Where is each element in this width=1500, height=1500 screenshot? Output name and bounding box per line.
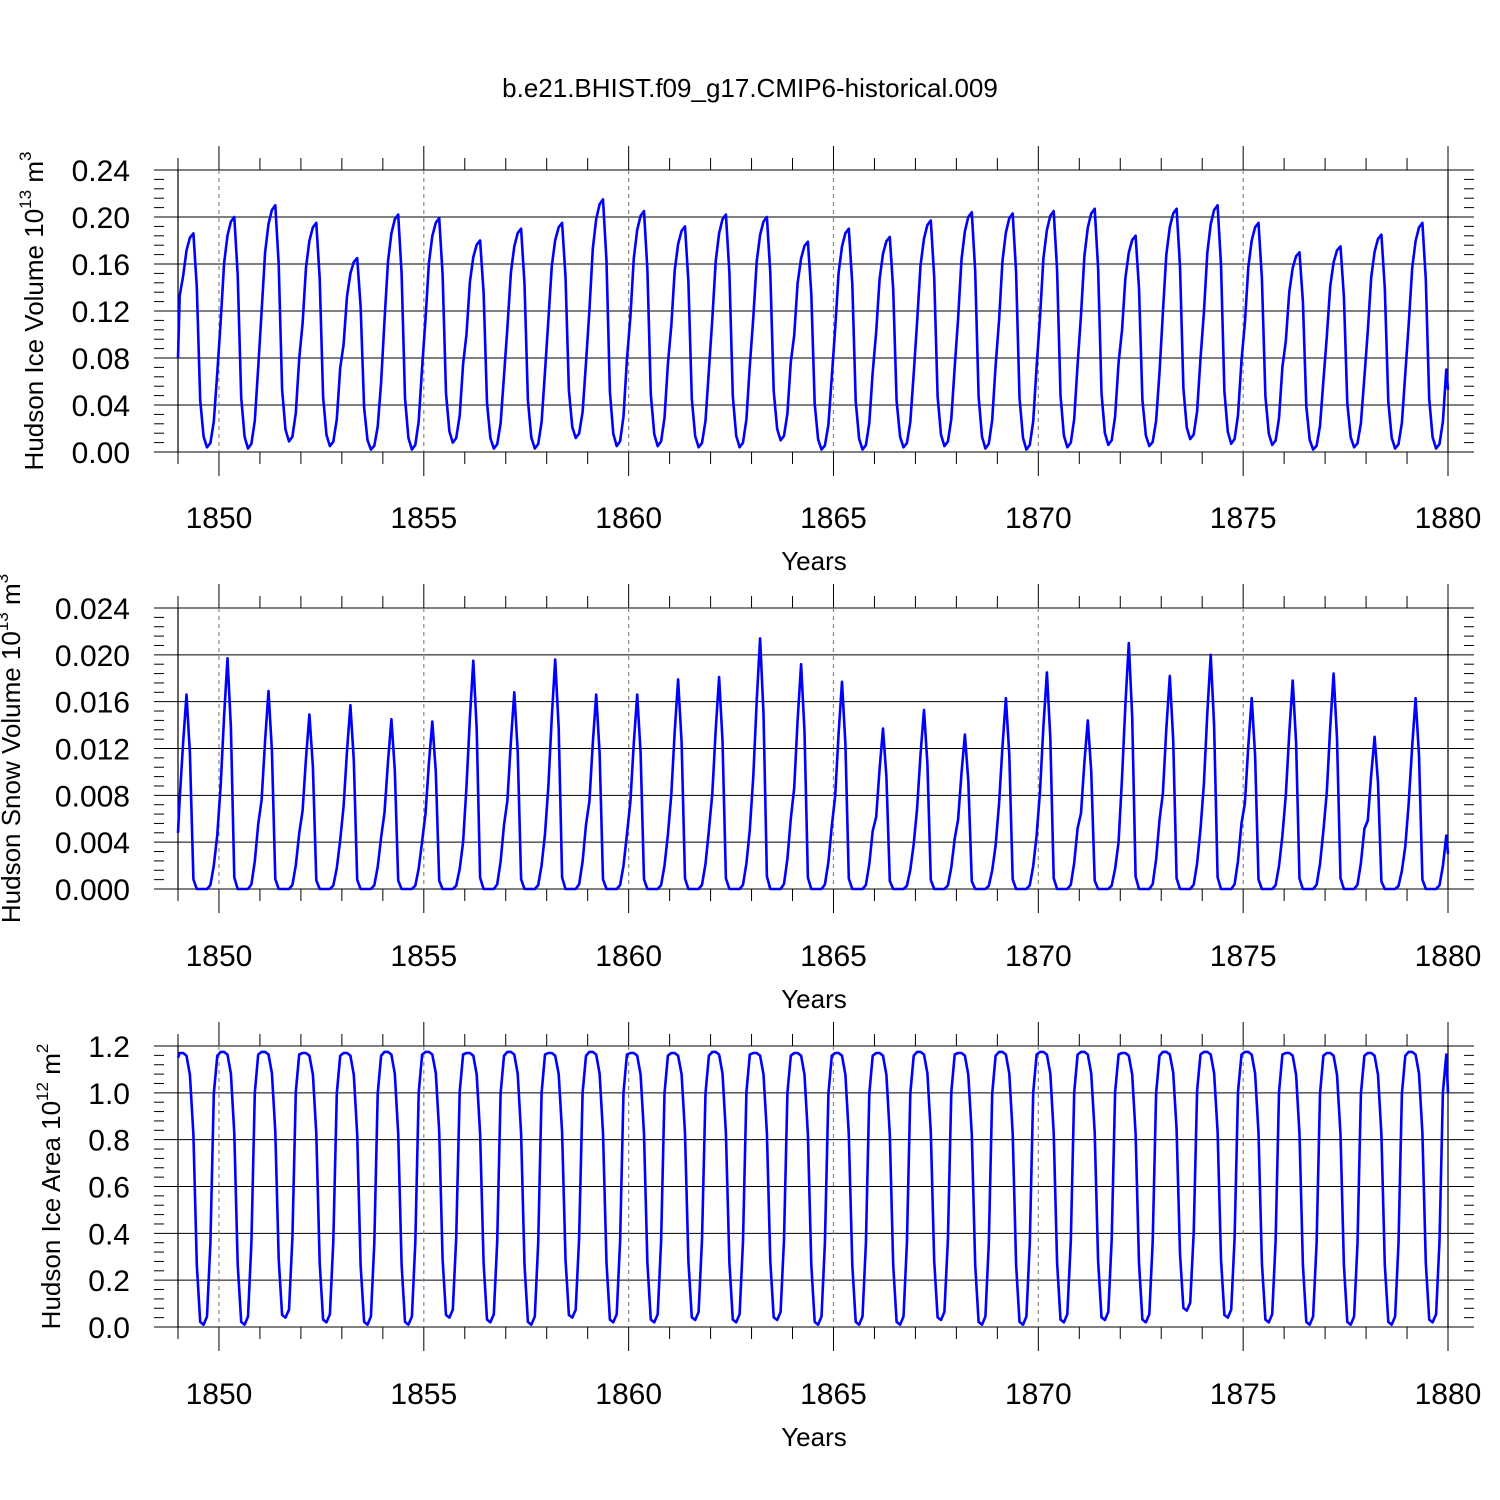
y-axis-label-unit: m	[0, 583, 26, 612]
y-tick-label: 0.4	[88, 1218, 130, 1251]
y-axis-label-unit-exp: 3	[16, 152, 35, 161]
y-axis-label-unit-exp: 3	[0, 574, 12, 583]
x-tick-label: 1850	[186, 502, 253, 535]
x-tick-label: 1865	[800, 502, 867, 535]
x-tick-label: 1870	[1005, 502, 1072, 535]
y-axis-label-unit: m	[36, 1053, 66, 1082]
x-axis-label: Years	[781, 984, 847, 1014]
y-axis-label-unit: m	[19, 161, 49, 190]
x-tick-label: 1850	[186, 940, 253, 973]
y-axis-label-text: Hudson Snow Volume 10	[0, 631, 26, 923]
y-tick-label: 0.12	[72, 296, 130, 329]
x-tick-label: 1855	[390, 502, 457, 535]
series-line-hudson-ice-area	[176, 1050, 1450, 1326]
y-axis-label-unit-exp: 2	[33, 1044, 52, 1053]
x-axis-label: Years	[781, 1422, 847, 1452]
y-tick-label: 0.012	[55, 734, 130, 767]
y-tick-label: 0.0	[88, 1312, 130, 1345]
x-tick-label: 1860	[595, 940, 662, 973]
y-tick-label: 0.20	[72, 202, 130, 235]
series-line-hudson-snow-volume	[176, 637, 1450, 891]
y-axis-label-text: Hudson Ice Volume 10	[19, 209, 49, 471]
y-axis-label: Hudson Snow Volume 1013 m3	[0, 574, 26, 923]
y-tick-label: 1.2	[88, 1031, 130, 1064]
x-tick-label: 1875	[1210, 940, 1277, 973]
x-tick-label: 1870	[1005, 1378, 1072, 1411]
y-tick-label: 0.004	[55, 827, 130, 860]
y-tick-label: 0.2	[88, 1265, 130, 1298]
x-tick-label: 1860	[595, 502, 662, 535]
y-tick-label: 0.024	[55, 593, 130, 626]
x-axis-label: Years	[781, 546, 847, 576]
y-axis-label: Hudson Ice Area 1012 m2	[33, 1044, 66, 1330]
x-tick-label: 1865	[800, 940, 867, 973]
x-tick-label: 1850	[186, 1378, 253, 1411]
y-tick-label: 0.016	[55, 687, 130, 720]
panel-3: 0.0 0.2 0.4 0.6 0.8 1.0 1.2 1850 1855 1860 1865 187…	[33, 1022, 1481, 1452]
y-tick-label: 0.04	[72, 390, 130, 423]
y-tick-label: 0.08	[72, 343, 130, 376]
x-tick-label: 1855	[390, 940, 457, 973]
y-tick-label: 1.0	[88, 1078, 130, 1111]
x-tick-label: 1870	[1005, 940, 1072, 973]
chart-title: b.e21.BHIST.f09_g17.CMIP6-historical.009	[502, 73, 998, 103]
y-tick-label: 0.020	[55, 640, 130, 673]
x-tick-label: 1880	[1415, 940, 1482, 973]
x-tick-label: 1875	[1210, 1378, 1277, 1411]
y-tick-label: 0.008	[55, 780, 130, 813]
series-line-hudson-ice-volume	[176, 198, 1450, 451]
x-tick-label: 1875	[1210, 502, 1277, 535]
y-axis-label-exp: 13	[0, 612, 12, 631]
x-tick-label: 1860	[595, 1378, 662, 1411]
x-tick-label: 1865	[800, 1378, 867, 1411]
y-tick-label: 0.00	[72, 437, 130, 470]
x-tick-label: 1855	[390, 1378, 457, 1411]
panel-1: 0.00 0.04 0.08 0.12 0.16 0.20 0.24 1850 1855 1860…	[16, 146, 1481, 576]
y-axis-label-text: Hudson Ice Area 10	[36, 1101, 66, 1329]
y-axis-label-exp: 12	[33, 1082, 52, 1101]
y-tick-label: 0.000	[55, 874, 130, 907]
y-tick-label: 0.6	[88, 1172, 130, 1205]
x-tick-label: 1880	[1415, 1378, 1482, 1411]
y-axis-label: Hudson Ice Volume 1013 m3	[16, 152, 49, 471]
panel-2: 0.000 0.004 0.008 0.012 0.016 0.020 0.024 1850 1…	[0, 574, 1481, 1014]
y-axis-label-exp: 13	[16, 190, 35, 209]
y-tick-label: 0.8	[88, 1125, 130, 1158]
y-tick-label: 0.24	[72, 155, 130, 188]
y-tick-label: 0.16	[72, 249, 130, 282]
x-tick-label: 1880	[1415, 502, 1482, 535]
